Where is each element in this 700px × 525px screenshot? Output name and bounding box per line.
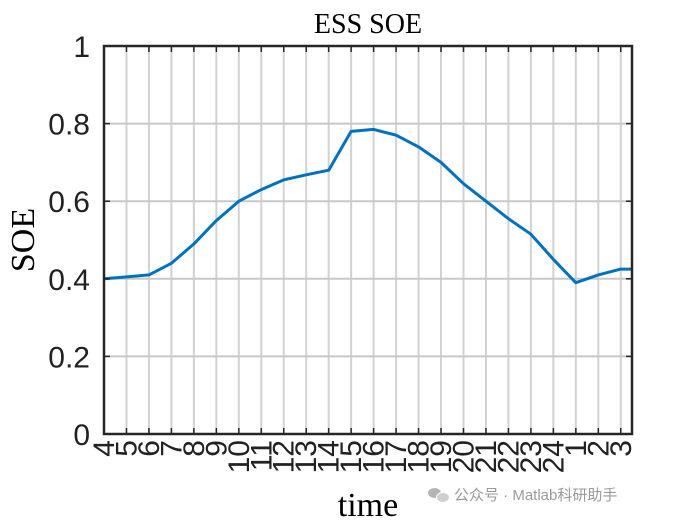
y-tick-label: 0.4 xyxy=(48,264,90,297)
x-tick-label: 22 xyxy=(492,440,525,473)
x-tick-label: 10 xyxy=(223,440,256,473)
y-axis-label: SOE xyxy=(5,208,42,272)
y-tick-labels: 0 0.2 0.4 0.6 0.8 1 xyxy=(48,31,90,452)
x-tick-label: 19 xyxy=(425,440,458,473)
x-tick-label: 14 xyxy=(313,440,346,473)
axis-ticks xyxy=(103,45,632,435)
x-tick-label: 1 xyxy=(560,440,593,457)
x-tick-label: 24 xyxy=(537,440,570,473)
chart-title: ESS SOE xyxy=(314,9,422,40)
y-tick-label: 0.8 xyxy=(48,109,90,142)
grid-vertical xyxy=(125,46,622,434)
x-tick-label: 3 xyxy=(605,440,638,457)
y-tick-label: 0 xyxy=(73,419,90,452)
x-tick-label: 20 xyxy=(447,440,480,473)
y-tick-label: 0.6 xyxy=(48,186,90,219)
x-tick-label: 7 xyxy=(155,440,188,457)
watermark: 公众号 · Matlab科研助手 xyxy=(428,484,617,505)
x-tick-label: 2 xyxy=(582,440,615,457)
plot-frame xyxy=(102,44,634,436)
x-tick-label: 21 xyxy=(470,440,503,473)
wechat-icon xyxy=(428,487,450,503)
x-tick-label: 16 xyxy=(358,440,391,473)
x-tick-label: 4 xyxy=(88,440,121,457)
x-tick-label: 12 xyxy=(268,440,301,473)
x-tick-label: 18 xyxy=(403,440,436,473)
x-axis-label: time xyxy=(338,487,398,524)
x-tick-label: 15 xyxy=(335,440,368,473)
x-tick-label: 23 xyxy=(515,440,548,473)
soe-series-line xyxy=(103,127,632,285)
grid-horizontal xyxy=(104,122,632,358)
watermark-text: 公众号 · Matlab科研助手 xyxy=(454,487,618,504)
y-tick-label: 0.2 xyxy=(48,341,90,374)
x-tick-label: 9 xyxy=(200,440,233,457)
x-tick-label: 6 xyxy=(133,440,166,457)
y-tick-label: 1 xyxy=(73,31,90,64)
x-tick-label: 17 xyxy=(380,440,413,473)
x-tick-label: 8 xyxy=(178,440,211,457)
x-tick-label: 11 xyxy=(245,440,278,471)
series-layer xyxy=(103,127,632,285)
x-tick-label: 13 xyxy=(290,440,323,473)
x-tick-label: 5 xyxy=(110,440,143,457)
